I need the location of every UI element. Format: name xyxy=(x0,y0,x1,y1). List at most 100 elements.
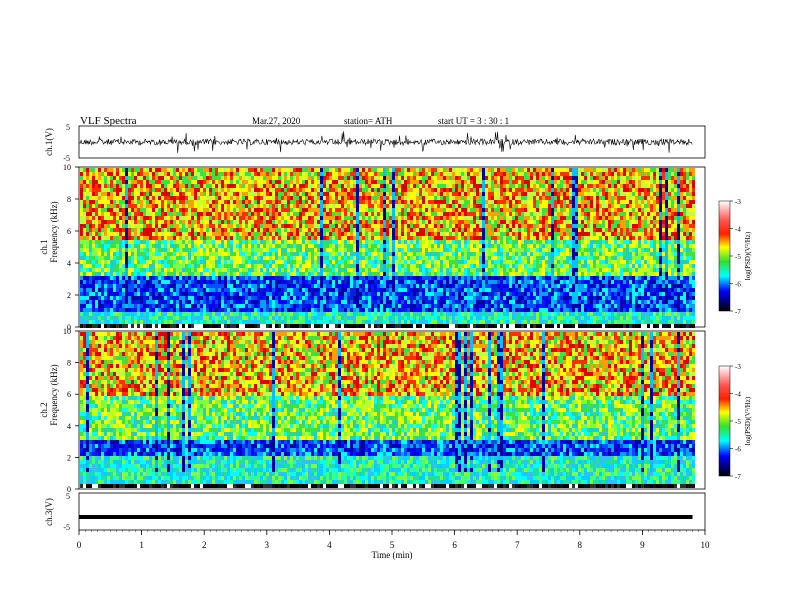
ch1-spectrogram-cell xyxy=(446,292,449,296)
ch1-spectrogram-cell xyxy=(113,264,116,268)
ch1-spectrogram-cell xyxy=(167,324,170,328)
ch1-spectrogram-cell xyxy=(290,320,293,324)
ch1-spectrogram-cell xyxy=(413,324,416,328)
ch1-spectrogram-cell xyxy=(365,176,368,180)
ch1-spectrogram-cell xyxy=(395,288,398,292)
ch1-spectrogram-cell xyxy=(80,264,83,268)
ch1-spectrogram-cell xyxy=(395,280,398,284)
ch1-spectrogram-cell xyxy=(392,184,395,188)
ch1-spectrogram-cell xyxy=(104,300,107,304)
ch1-spectrogram-cell xyxy=(401,172,404,176)
ch1-spectrogram-cell xyxy=(140,172,143,176)
ch1-spectrogram-cell xyxy=(134,308,137,312)
ch1-spectrogram-cell xyxy=(110,176,113,180)
ch1-spectrogram-cell xyxy=(212,288,215,292)
ch1-spectrogram-cell xyxy=(83,216,86,220)
ch1-spectrogram-cell xyxy=(167,268,170,272)
ch1-spectrogram-cell xyxy=(125,248,128,252)
ch1-spectrogram-cell xyxy=(212,296,215,300)
ch1-spectrogram-cell xyxy=(191,260,194,264)
ch1-spectrogram-cell xyxy=(284,236,287,240)
ch1-spectrogram-cell xyxy=(215,240,218,244)
ch1-spectrogram-cell xyxy=(227,304,230,308)
ch1-spectrogram-cell xyxy=(182,192,185,196)
ch1-spectrogram-cell xyxy=(230,272,233,276)
ch1-spectrogram-cell xyxy=(113,244,116,248)
ch1-spectrogram-cell xyxy=(275,260,278,264)
ch1-spectrogram-cell xyxy=(170,320,173,324)
ch1-spectrogram-cell xyxy=(218,292,221,296)
ch1-spectrogram-cell xyxy=(182,232,185,236)
ch1-spectrogram-cell xyxy=(419,216,422,220)
ch1-spectrogram-cell xyxy=(182,324,185,328)
ch1-spectrogram-cell xyxy=(239,232,242,236)
ch1-spectrogram-cell xyxy=(86,256,89,260)
ch1-spectrogram-cell xyxy=(365,272,368,276)
ch1-spectrogram-cell xyxy=(113,188,116,192)
ch1-spectrogram-cell xyxy=(311,312,314,316)
ch1-spectrogram-cell xyxy=(269,200,272,204)
ch1-spectrogram-cell xyxy=(104,308,107,312)
ch1-spectrogram-cell xyxy=(263,176,266,180)
ch1-spectrogram-cell xyxy=(161,192,164,196)
ch1-spectrogram-cell xyxy=(431,252,434,256)
ch1-spectrogram-cell xyxy=(197,268,200,272)
ch1-spectrogram-cell xyxy=(170,288,173,292)
ch1-spectrogram-cell xyxy=(413,284,416,288)
ch1-spectrogram-cell xyxy=(101,204,104,208)
ch1-spectrogram-cell xyxy=(308,224,311,228)
ch1-spectrogram-cell xyxy=(413,208,416,212)
ch1-spectrogram-cell xyxy=(110,212,113,216)
ch1-spectrogram-cell xyxy=(113,232,116,236)
ch1-spectrogram-cell xyxy=(188,288,191,292)
ch1-spectrogram-cell xyxy=(161,316,164,320)
ch1-spectrogram-cell xyxy=(230,320,233,324)
ch1-spectrogram-cell xyxy=(293,196,296,200)
ch1-spectrogram-cell xyxy=(203,236,206,240)
ch1-spectrogram-cell xyxy=(248,272,251,276)
ch1-spectrogram-cell xyxy=(386,220,389,224)
ch1-spectrogram-cell xyxy=(155,184,158,188)
ch1-spectrogram-cell xyxy=(236,272,239,276)
ch1-spectrogram-cell xyxy=(197,284,200,288)
ch1-spectrogram-cell xyxy=(326,188,329,192)
ch1-spectrogram-cell xyxy=(122,316,125,320)
ch1-spectrogram-cell xyxy=(107,220,110,224)
ch1-spectrogram-cell xyxy=(281,236,284,240)
ch1-spectrogram-cell xyxy=(284,260,287,264)
ch1-spectrogram-cell xyxy=(239,260,242,264)
ch1-spectrogram-cell xyxy=(197,248,200,252)
ch1-spectrogram-cell xyxy=(137,260,140,264)
ch1-spectrogram-cell xyxy=(233,220,236,224)
ch1-spectrogram-cell xyxy=(134,272,137,276)
ch1-spectrogram-cell xyxy=(182,200,185,204)
ch1-spectrogram-cell xyxy=(404,176,407,180)
ch1-spectrogram-cell xyxy=(122,224,125,228)
ch1-spectrogram-cell xyxy=(401,204,404,208)
ch1-spectrogram-cell xyxy=(176,188,179,192)
ch1-spectrogram-cell xyxy=(164,172,167,176)
ch1-spectrogram-cell xyxy=(245,272,248,276)
ch1-spectrogram-cell xyxy=(149,228,152,232)
ch1-spectrogram-cell xyxy=(374,272,377,276)
ch1-spectrogram-cell xyxy=(296,300,299,304)
ch1-spectrogram-cell xyxy=(263,200,266,204)
ch1-spectrogram-cell xyxy=(155,324,158,328)
ch1-spectrogram-cell xyxy=(410,180,413,184)
ch1-spectrogram-cell xyxy=(98,176,101,180)
ch1-spectrogram-cell xyxy=(353,208,356,212)
ch1-spectrogram-cell xyxy=(158,316,161,320)
ch1-spectrogram-cell xyxy=(122,248,125,252)
ch1-spectrogram-cell xyxy=(248,280,251,284)
ch1-spectrogram-cell xyxy=(278,288,281,292)
ch1-spectrogram-cell xyxy=(323,176,326,180)
ch1-spectrogram-cell xyxy=(425,204,428,208)
ch1-spectrogram-cell xyxy=(368,232,371,236)
ch1-spectrogram-cell xyxy=(179,280,182,284)
ch1-spectrogram-cell xyxy=(413,296,416,300)
ch1-spectrogram-cell xyxy=(263,248,266,252)
ch1-spectrogram-cell xyxy=(254,300,257,304)
ch1-spectrogram-cell xyxy=(140,308,143,312)
ch1-spectrogram-cell xyxy=(257,268,260,272)
ch1-spectrogram-cell xyxy=(275,252,278,256)
